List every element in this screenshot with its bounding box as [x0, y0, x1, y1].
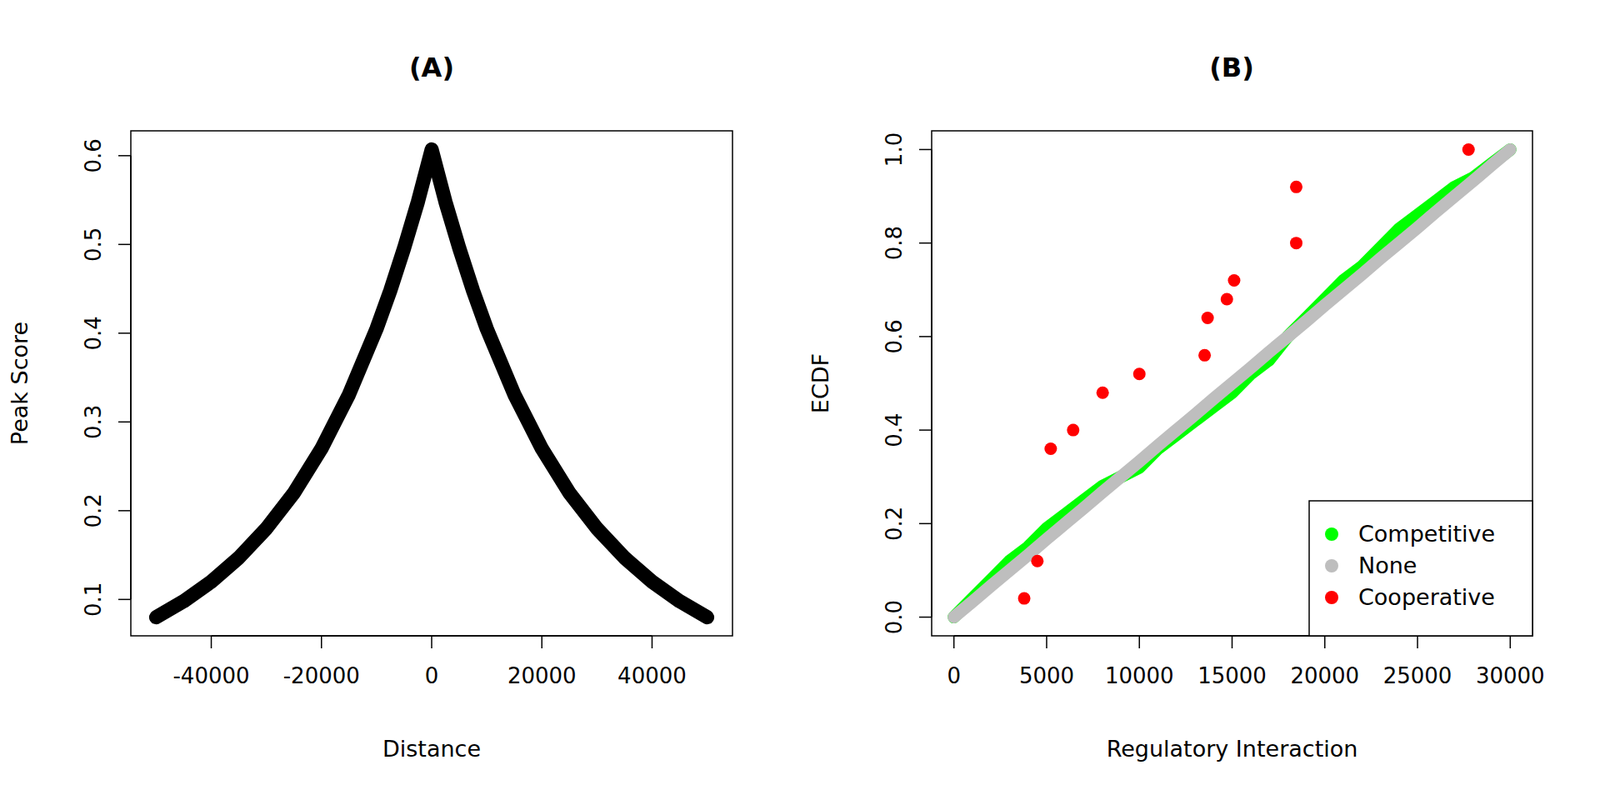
x-tick	[1324, 635, 1326, 649]
series-2	[1290, 236, 1303, 250]
x-label: Regulatory Interaction	[1106, 735, 1359, 762]
x-tick-label: 25000	[1383, 663, 1453, 689]
series-2	[1044, 442, 1057, 455]
legend: Competitive None Cooperative	[1309, 500, 1533, 636]
y-tick	[118, 421, 131, 424]
series	[155, 149, 707, 617]
y-axis	[930, 149, 933, 617]
legend-box	[1309, 500, 1533, 636]
legend-swatch	[1325, 527, 1339, 541]
series-2	[1201, 311, 1215, 325]
legend-swatch	[1325, 590, 1339, 605]
y-label: ECDF	[807, 353, 834, 414]
frame	[931, 130, 1533, 636]
y-tick-label: 0.3	[80, 405, 106, 440]
y-tick-label: 0.0	[881, 600, 907, 635]
y-tick	[118, 510, 131, 512]
y-tick	[919, 429, 932, 431]
legend-swatch	[1325, 559, 1339, 573]
y-tick	[118, 599, 131, 601]
y-tick	[919, 242, 932, 245]
x-tick	[1138, 635, 1140, 649]
y-tick-label: 0.6	[881, 319, 907, 354]
series-2	[1066, 424, 1080, 437]
x-tick-label: 40000	[617, 663, 687, 689]
plot-area	[954, 143, 1511, 618]
y-tick	[118, 155, 131, 157]
x-tick	[430, 635, 433, 649]
x-tick-label: 0	[946, 663, 961, 689]
y-tick	[118, 244, 131, 246]
frame	[130, 130, 733, 636]
y-tick-label: 0.4	[881, 412, 907, 447]
x-tick-label: 10000	[1105, 663, 1175, 689]
plot-area	[155, 149, 707, 617]
y-tick-label: 0.2	[881, 506, 907, 541]
x-tick-label: -20000	[283, 663, 360, 689]
x-tick-label: 0	[425, 663, 440, 689]
series-2	[1462, 143, 1475, 156]
y-tick-label: 0.5	[80, 227, 106, 262]
x-tick-label: 20000	[507, 663, 577, 689]
x-tick-label: 30000	[1475, 663, 1545, 689]
legend-label: None	[1358, 552, 1417, 579]
y-tick-label: 1.0	[881, 132, 907, 167]
x-tick	[540, 635, 543, 649]
panel-0: (A) -40000 -20000 0 20000 40000 0.1 0.2 0.3 0.4 0.…	[6, 51, 733, 762]
x-tick-label: 15000	[1197, 663, 1267, 689]
y-axis	[130, 155, 132, 600]
figure: (A) -40000 -20000 0 20000 40000 0.1 0.2 0.3 0.4 0.…	[0, 0, 1600, 800]
y-tick	[919, 335, 932, 338]
y-tick	[919, 523, 932, 525]
x-tick	[210, 635, 213, 649]
series-2	[1133, 367, 1146, 380]
x-tick	[953, 635, 955, 649]
legend-label: Competitive	[1358, 520, 1495, 547]
title: (B)	[1209, 51, 1255, 84]
x-tick	[320, 635, 323, 649]
y-tick-label: 0.4	[80, 315, 106, 350]
x-tick	[1510, 635, 1512, 649]
y-label: Peak Score	[6, 321, 33, 445]
series-2	[1290, 180, 1303, 194]
series-2	[1198, 349, 1211, 362]
x-tick-label: -40000	[172, 663, 250, 689]
x-label: Distance	[382, 735, 481, 762]
title: (A)	[409, 51, 455, 84]
x-tick	[1231, 635, 1234, 649]
legend-label: Cooperative	[1358, 584, 1495, 610]
y-tick	[919, 616, 932, 619]
y-tick-label: 0.8	[881, 225, 907, 260]
series-2	[1030, 555, 1044, 568]
x-tick	[651, 635, 654, 649]
y-tick-label: 0.6	[80, 138, 106, 173]
x-tick	[1045, 635, 1048, 649]
series-2	[1227, 274, 1240, 287]
y-tick-label: 0.1	[80, 582, 106, 617]
y-tick-label: 0.2	[80, 493, 106, 528]
x-tick	[1416, 635, 1419, 649]
series-2	[1220, 293, 1234, 306]
panel-1: (B) 0 5000 10000 15000 20000 25000 30000 0.0 0.2 0…	[807, 51, 1545, 762]
x-tick-label: 5000	[1019, 663, 1075, 689]
x-tick-label: 20000	[1290, 663, 1360, 689]
y-tick	[919, 149, 932, 151]
series-2	[1018, 592, 1031, 605]
series-2	[1096, 386, 1110, 400]
y-tick	[118, 332, 131, 335]
